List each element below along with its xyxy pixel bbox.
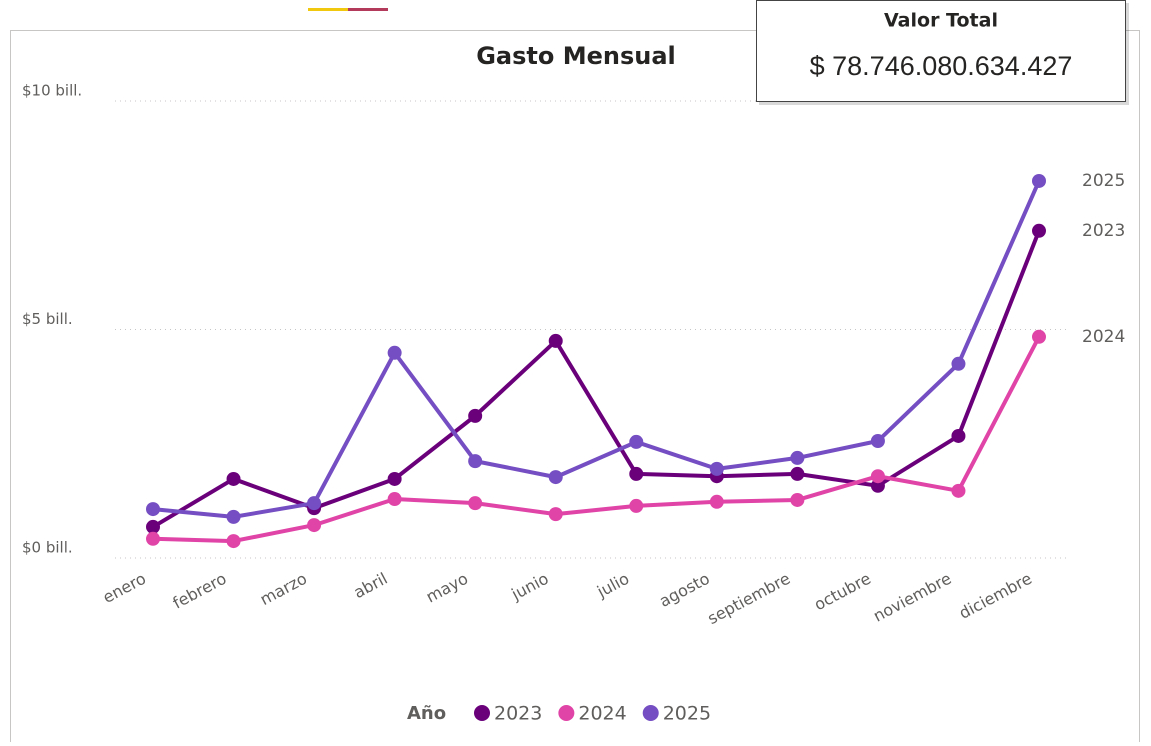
- series-end-label: 2024: [1082, 327, 1125, 347]
- legend-marker: [474, 705, 490, 721]
- data-point: [709, 461, 724, 476]
- legend-label: 2024: [578, 703, 626, 725]
- data-point: [870, 478, 885, 493]
- data-point: [146, 519, 160, 534]
- data-point: [709, 494, 724, 509]
- data-point: [1032, 329, 1046, 344]
- data-point: [1032, 173, 1046, 188]
- data-point: [951, 356, 966, 371]
- legend-label: 2025: [663, 703, 711, 725]
- card-box: [756, 0, 1126, 102]
- series-line: [152, 335, 1041, 544]
- chart-title: Gasto Mensual: [476, 42, 676, 70]
- data-point: [790, 450, 805, 465]
- data-point: [387, 492, 402, 507]
- data-point: [307, 496, 322, 511]
- data-point: [870, 469, 885, 484]
- data-point: [548, 333, 563, 348]
- data-point: [1032, 223, 1046, 238]
- data-point: [548, 470, 563, 485]
- data-point: [307, 518, 322, 533]
- legend-title: Año: [407, 703, 446, 724]
- card-title: Valor Total: [884, 10, 998, 32]
- data-point: [468, 496, 483, 511]
- y-tick-label: $10 bill.: [22, 82, 82, 100]
- legend-marker: [558, 705, 575, 721]
- card-value: $ 78.746.080.634.427: [810, 51, 1073, 81]
- decoration: [348, 8, 388, 11]
- data-point: [387, 345, 402, 360]
- legend-marker: [642, 705, 659, 721]
- series-end-label: 2023: [1082, 221, 1125, 241]
- series-line: [152, 180, 1041, 519]
- data-point: [629, 466, 644, 481]
- y-tick-label: $5 bill.: [22, 310, 73, 328]
- data-point: [951, 428, 966, 443]
- y-tick-label: $0 bill.: [22, 539, 73, 557]
- panel: [10, 30, 1140, 746]
- data-point: [629, 434, 644, 449]
- data-point: [226, 509, 241, 524]
- data-point: [629, 498, 644, 513]
- legend-label: 2023: [494, 703, 542, 725]
- data-point: [870, 434, 885, 449]
- data-point: [146, 531, 160, 546]
- decoration: [308, 8, 348, 11]
- data-point: [468, 408, 483, 423]
- data-point: [548, 507, 563, 522]
- data-point: [951, 483, 966, 498]
- data-point: [468, 454, 483, 469]
- series-end-label: 2025: [1082, 171, 1125, 191]
- data-point: [387, 471, 402, 486]
- data-point: [226, 534, 241, 549]
- data-point: [146, 502, 160, 517]
- data-point: [226, 471, 241, 486]
- data-point: [790, 492, 805, 507]
- data-point: [790, 466, 805, 481]
- card: Valor Total $ 78.746.080.634.427: [756, 0, 1129, 105]
